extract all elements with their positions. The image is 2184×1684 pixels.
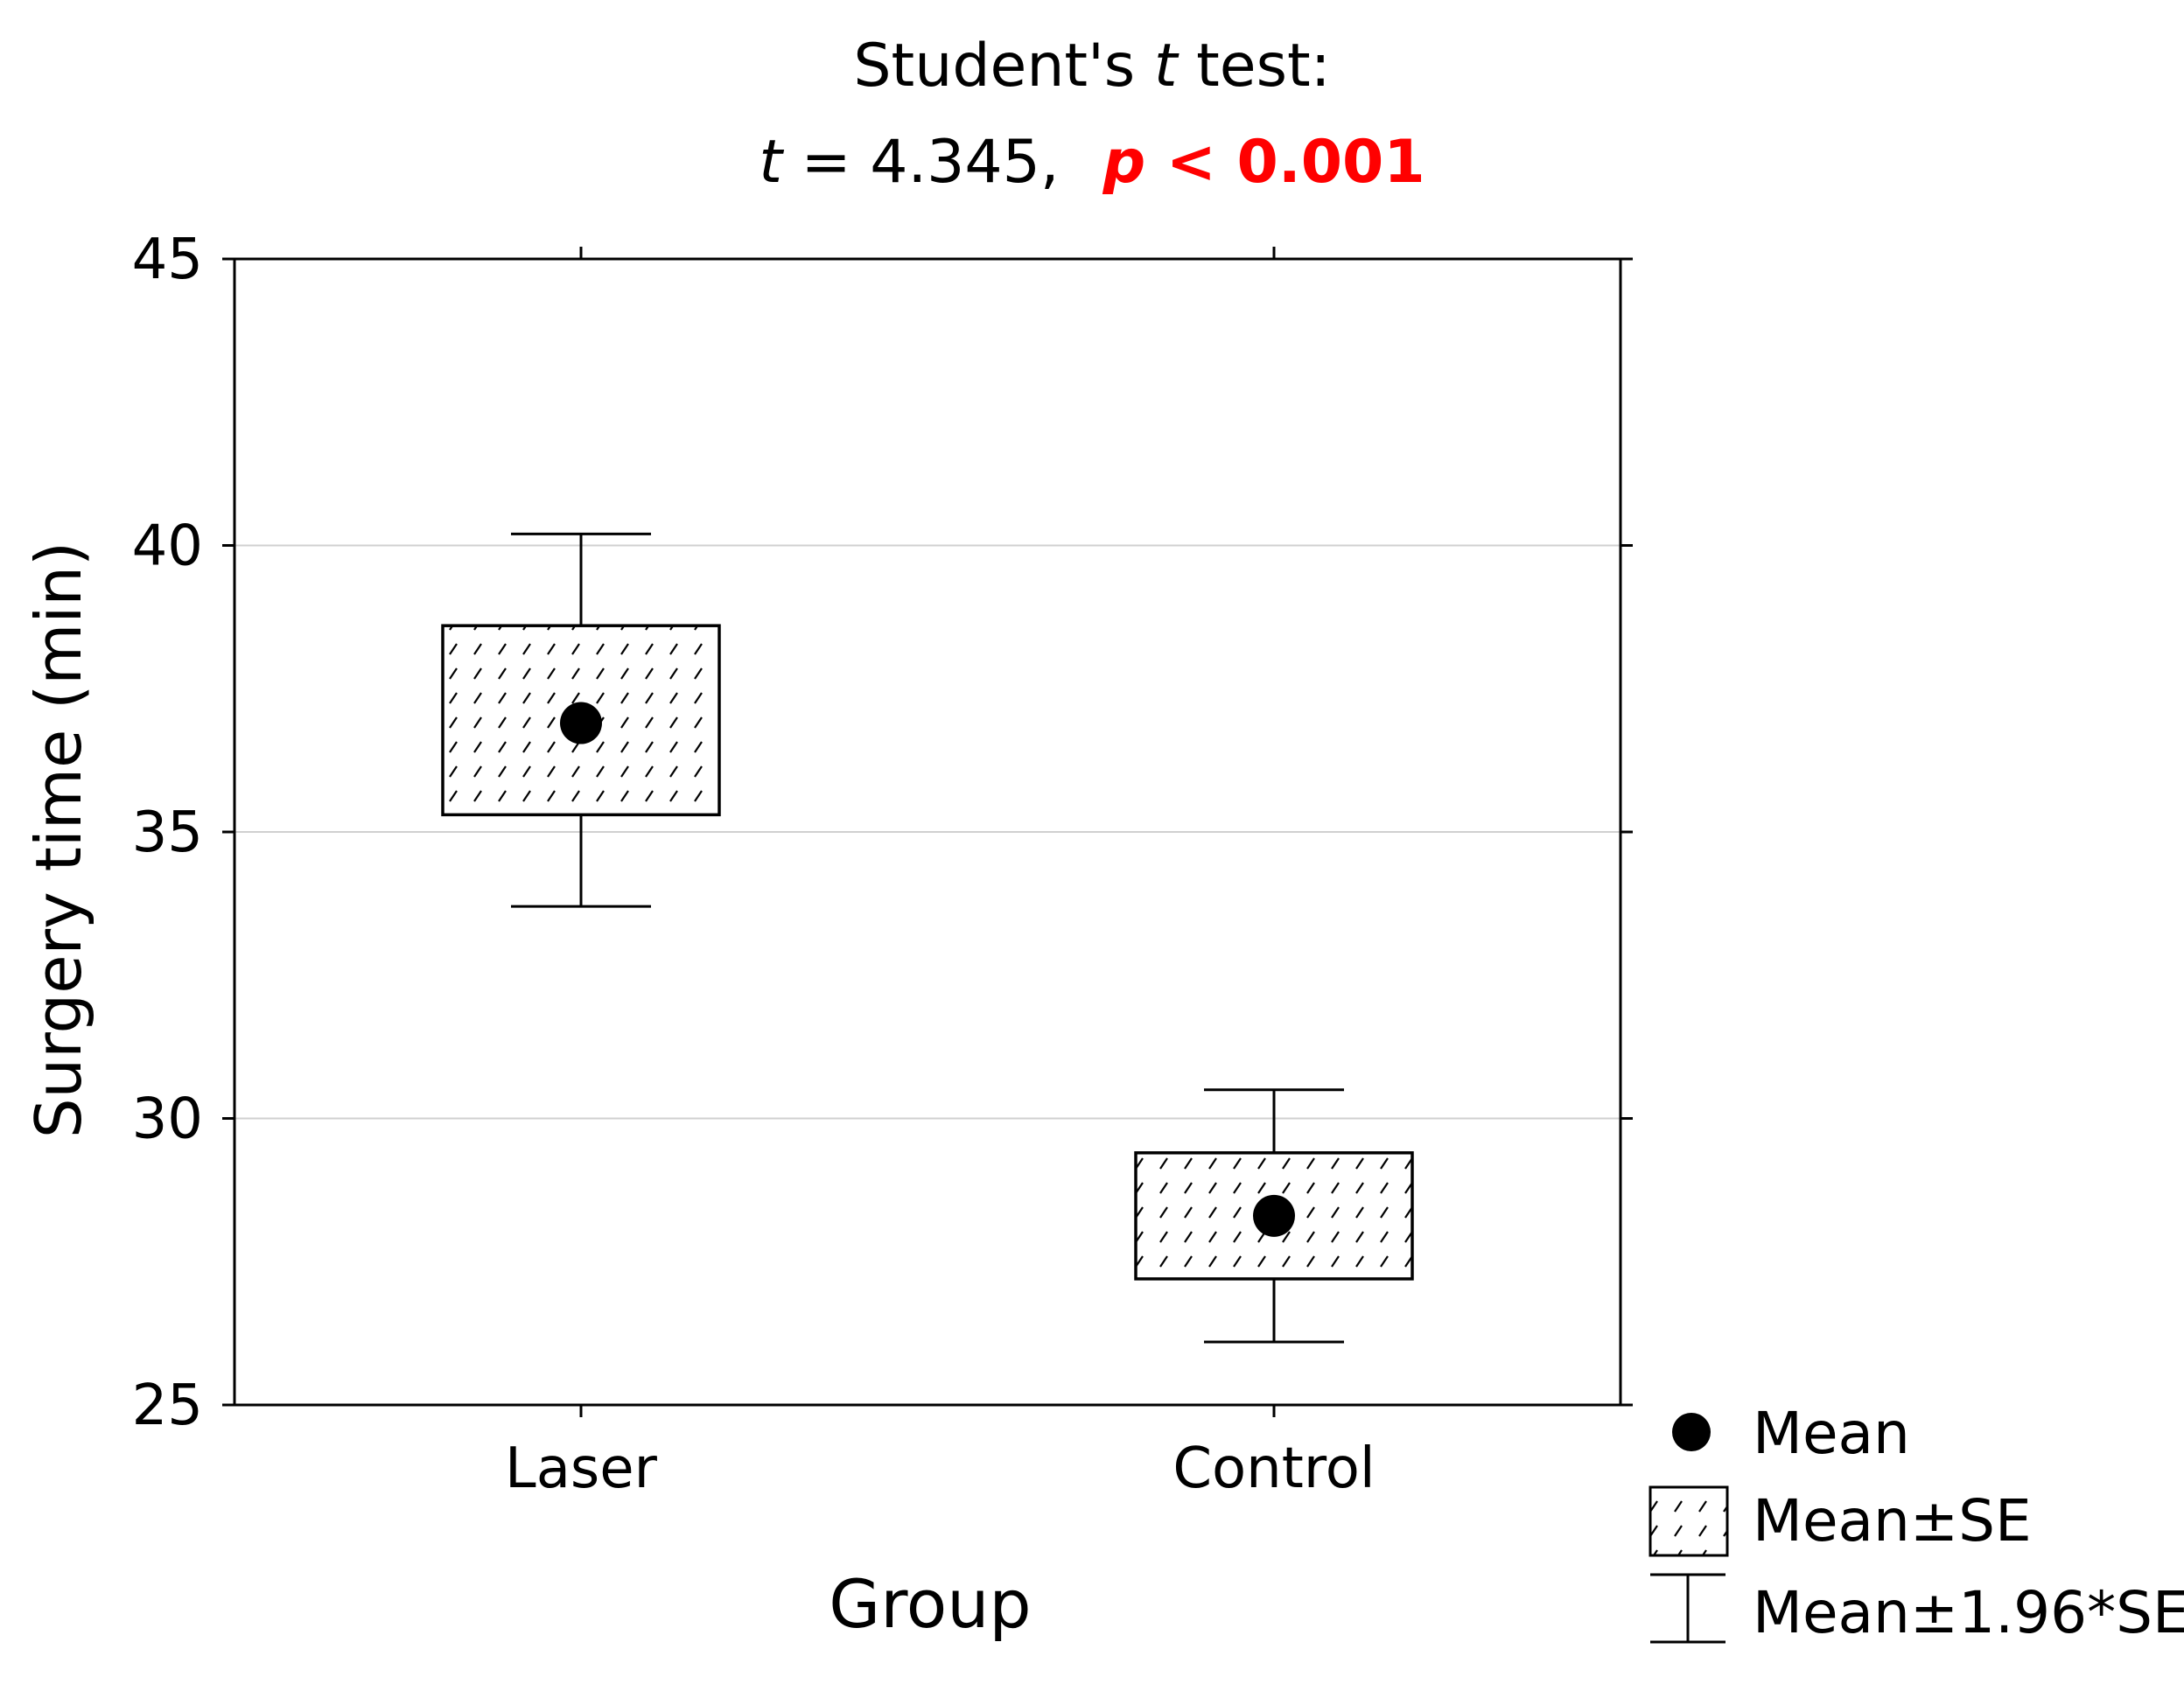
- y-tick-label: 35: [132, 800, 203, 865]
- mean-marker: [1253, 1194, 1295, 1237]
- p-symbol: p: [1102, 128, 1146, 197]
- y-axis-title: Surgery time (min): [22, 542, 95, 1138]
- legend-se-swatch: [1648, 1485, 1729, 1557]
- legend-ci-whisker: [1650, 1573, 1726, 1644]
- y-tick-label: 45: [132, 227, 203, 292]
- mean-marker: [560, 702, 602, 744]
- axes: 25 30 35 40 45 Laser Control: [132, 227, 1633, 1501]
- plot-marks: [441, 532, 1414, 1344]
- legend-mean-marker: [1672, 1413, 1711, 1451]
- legend-label-mean: Mean: [1753, 1400, 1910, 1467]
- x-tick-label: Control: [1172, 1436, 1375, 1501]
- box-group-control: [1134, 1088, 1414, 1344]
- p-value-text: < 0.001: [1145, 128, 1424, 197]
- box-group-laser: [441, 532, 721, 908]
- legend-label-ci: Mean±1.96*SE: [1753, 1579, 2184, 1646]
- x-axis-title: Group: [829, 1565, 1031, 1643]
- chart-title-line1: Student's t test:: [853, 31, 1330, 101]
- grid-lines: [234, 544, 1620, 1120]
- x-tick-label: Laser: [505, 1436, 658, 1501]
- legend-label-se: Mean±SE: [1753, 1487, 2032, 1555]
- y-tick-label: 25: [132, 1373, 203, 1438]
- legend: Mean Mean±SE Mean±1.96*SE: [1648, 1400, 2184, 1646]
- chart-title-line2: t = 4.345, p < 0.001: [759, 128, 1424, 197]
- y-tick-label: 30: [132, 1087, 203, 1152]
- y-tick-label: 40: [132, 514, 203, 579]
